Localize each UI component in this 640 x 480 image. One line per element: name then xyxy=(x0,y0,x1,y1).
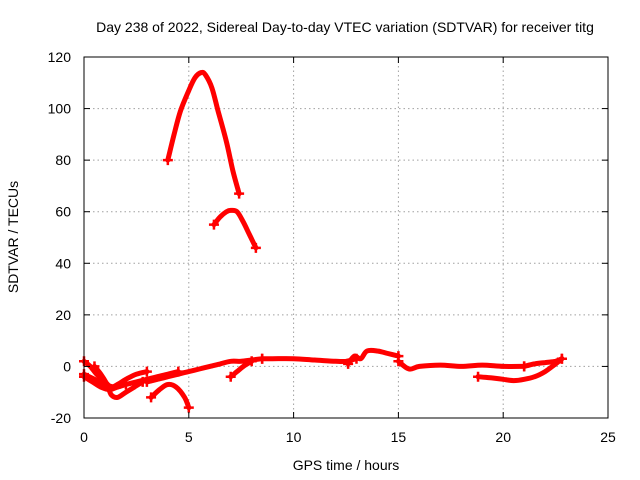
data-point-marker xyxy=(120,379,131,390)
series-pass-12 xyxy=(519,353,567,372)
data-point-marker xyxy=(257,353,268,364)
series-pass-5 xyxy=(146,381,194,413)
y-tick-label: 40 xyxy=(55,255,71,271)
series-line xyxy=(92,363,146,400)
series-line xyxy=(81,374,129,393)
data-point-marker xyxy=(393,356,404,367)
series-line xyxy=(521,356,565,369)
series-pass-6 xyxy=(141,353,268,387)
data-point-marker xyxy=(246,356,257,367)
x-tick-label: 25 xyxy=(600,429,616,445)
series-arc-high xyxy=(162,69,245,199)
y-tick-label: 60 xyxy=(55,204,71,220)
grid-layer xyxy=(84,57,608,418)
y-tick-label: 0 xyxy=(63,358,71,374)
data-point-marker xyxy=(141,366,152,377)
data-point-marker xyxy=(208,219,219,230)
data-point-marker xyxy=(141,376,152,387)
series-line xyxy=(259,356,359,365)
series-pass-8 xyxy=(257,353,362,365)
y-tick-label: 20 xyxy=(55,307,71,323)
data-point-marker xyxy=(146,392,157,403)
y-tick-label: 100 xyxy=(48,101,72,117)
data-point-marker xyxy=(183,402,194,413)
y-axis-label: SDTVAR / TECUs xyxy=(5,181,21,293)
tick-layer: 0 5 10 15 20 25 -20 0 20 40 60 80 100 120 xyxy=(48,49,616,445)
series-pass-9 xyxy=(343,347,404,369)
series-layer xyxy=(79,69,567,413)
data-point-marker xyxy=(162,155,173,166)
y-tick-label: -20 xyxy=(51,410,71,426)
data-point-marker xyxy=(343,358,354,369)
series-line xyxy=(475,356,565,384)
x-tick-label: 5 xyxy=(185,429,193,445)
y-tick-label: 80 xyxy=(55,152,71,168)
series-line xyxy=(211,207,259,251)
x-tick-label: 0 xyxy=(80,429,88,445)
series-line xyxy=(165,69,242,197)
x-tick-label: 20 xyxy=(495,429,511,445)
series-line xyxy=(81,369,181,390)
x-axis-label: GPS time / hours xyxy=(293,457,400,473)
x-tick-label: 15 xyxy=(391,429,407,445)
data-point-marker xyxy=(556,353,567,364)
data-point-marker xyxy=(519,361,530,372)
data-point-marker xyxy=(225,371,236,382)
data-point-marker xyxy=(234,188,245,199)
data-point-marker xyxy=(250,242,261,253)
y-tick-label: 120 xyxy=(48,49,72,65)
series-line xyxy=(395,358,527,372)
series-pass-7 xyxy=(225,356,257,382)
chart-title: Day 238 of 2022, Sidereal Day-to-day VTE… xyxy=(96,19,594,35)
series-line xyxy=(148,381,192,411)
data-point-marker xyxy=(473,371,484,382)
plot-frame xyxy=(83,56,609,419)
series-pass-10 xyxy=(393,356,530,372)
x-tick-label: 10 xyxy=(286,429,302,445)
series-arc-mid xyxy=(208,207,261,253)
series-line xyxy=(345,347,401,367)
series-line xyxy=(228,358,255,380)
series-line xyxy=(144,356,265,385)
data-point-marker xyxy=(89,361,100,372)
